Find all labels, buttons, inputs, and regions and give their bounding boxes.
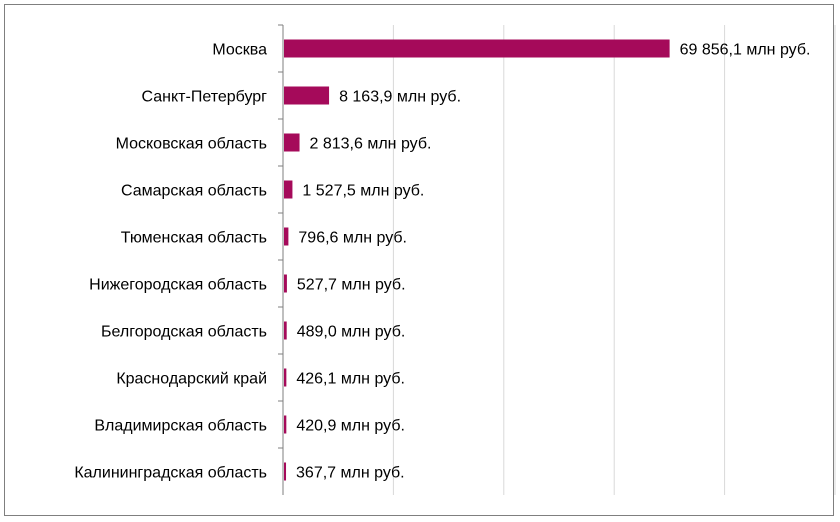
category-label: Краснодарский край: [116, 371, 267, 388]
data-label: 2 813,6 млн руб.: [310, 136, 432, 153]
category-label: Владимирская область: [94, 418, 267, 435]
category-label: Белгородская область: [101, 324, 267, 341]
category-label: Калининградская область: [74, 465, 267, 482]
data-label: 527,7 млн руб.: [297, 277, 406, 294]
data-label: 489,0 млн руб.: [297, 324, 406, 341]
data-label: 796,6 млн руб.: [298, 230, 407, 247]
bar: [284, 39, 670, 58]
data-label: 8 163,9 млн руб.: [339, 89, 461, 106]
data-label: 1 527,5 млн руб.: [302, 183, 424, 200]
bar: [284, 462, 287, 481]
data-label: 426,1 млн руб.: [296, 371, 405, 388]
category-label: Москва: [212, 42, 267, 59]
bar: [284, 227, 289, 246]
bar: [284, 368, 287, 387]
category-label: Нижегородская область: [89, 277, 267, 294]
bar: [284, 180, 293, 199]
bar: [284, 321, 287, 340]
bar: [284, 133, 300, 152]
bar: [284, 274, 287, 293]
bar: [284, 86, 330, 105]
chart-frame: [4, 4, 834, 516]
bar: [284, 415, 287, 434]
category-label: Московская область: [116, 136, 267, 153]
data-label: 367,7 млн руб.: [296, 465, 405, 482]
data-label: 420,9 млн руб.: [296, 418, 405, 435]
category-label: Самарская область: [121, 183, 267, 200]
category-label: Тюменская область: [121, 230, 267, 247]
data-label: 69 856,1 млн руб.: [680, 42, 811, 59]
category-label: Санкт-Петербург: [142, 89, 268, 106]
